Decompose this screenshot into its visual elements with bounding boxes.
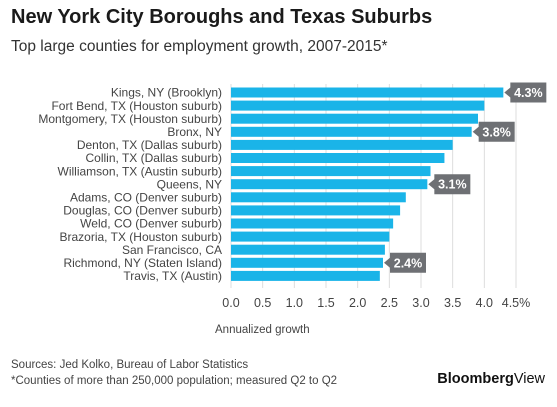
bar — [231, 153, 445, 163]
value-callout — [384, 252, 426, 273]
bar — [231, 87, 504, 98]
bar — [231, 139, 453, 150]
bar — [231, 218, 394, 229]
bar — [231, 244, 385, 255]
bar — [231, 205, 401, 216]
x-tick-label: 3.5 — [444, 296, 461, 310]
data-label: 2.4% — [394, 256, 423, 270]
category-label: Montgomery, TX (Houston suburb) — [38, 112, 222, 126]
bar — [231, 166, 431, 177]
data-label: 3.8% — [482, 125, 511, 139]
category-label: Richmond, NY (Staten Island) — [63, 256, 222, 270]
category-label: Weld, CO (Denver suburb) — [80, 217, 222, 231]
x-tick-label: 3.0 — [412, 296, 429, 310]
bar — [231, 113, 478, 124]
x-tick-label: 2.0 — [349, 296, 366, 310]
category-label: Williamson, TX (Austin suburb) — [58, 164, 223, 178]
category-label: Adams, CO (Denver suburb) — [70, 191, 222, 205]
category-label: Brazoria, TX (Houston suburb) — [59, 230, 222, 244]
chart-subtitle: Top large counties for employment growth… — [11, 38, 388, 55]
category-label: Douglas, CO (Denver suburb) — [63, 204, 222, 218]
category-label: Queens, NY — [157, 177, 222, 191]
bar — [231, 231, 390, 242]
data-label: 3.1% — [438, 178, 467, 192]
value-callout — [504, 82, 547, 103]
x-tick-label: 2.5 — [381, 296, 398, 310]
category-label: Collin, TX (Dallas suburb) — [86, 151, 223, 165]
category-label: Fort Bend, TX (Houston suburb) — [51, 99, 222, 113]
x-tick-label: 0.0 — [222, 296, 239, 310]
value-callout — [428, 174, 471, 195]
bar — [231, 192, 406, 203]
source-note: Sources: Jed Kolko, Bureau of Labor Stat… — [11, 359, 249, 371]
x-tick-label: 1.5 — [317, 296, 334, 310]
x-tick-label: 0.5 — [254, 296, 271, 310]
bar — [231, 100, 485, 111]
footnote: *Counties of more than 250,000 populatio… — [11, 375, 338, 387]
chart-title: New York City Boroughs and Texas Suburbs — [11, 6, 433, 28]
x-axis-label: Annualized growth — [215, 324, 310, 336]
data-label: 4.3% — [514, 86, 543, 100]
category-label: San Francisco, CA — [122, 243, 222, 257]
bar — [231, 126, 472, 137]
category-label: Denton, TX (Dallas suburb) — [77, 138, 222, 152]
x-tick-label: 1.0 — [286, 296, 303, 310]
category-label: Bronx, NY — [167, 125, 222, 139]
bar — [231, 257, 383, 268]
category-label: Kings, NY (Brooklyn) — [111, 86, 222, 100]
brand-suffix: View — [513, 371, 545, 387]
brand-logo: BloombergView — [437, 371, 545, 387]
category-label: Travis, TX (Austin) — [123, 269, 222, 283]
x-tick-label: 4.5% — [502, 296, 531, 310]
brand-name: Bloomberg — [437, 371, 514, 387]
x-tick-label: 4.0 — [476, 296, 493, 310]
bar — [231, 179, 428, 190]
bar — [231, 270, 380, 281]
value-callout — [472, 121, 515, 142]
